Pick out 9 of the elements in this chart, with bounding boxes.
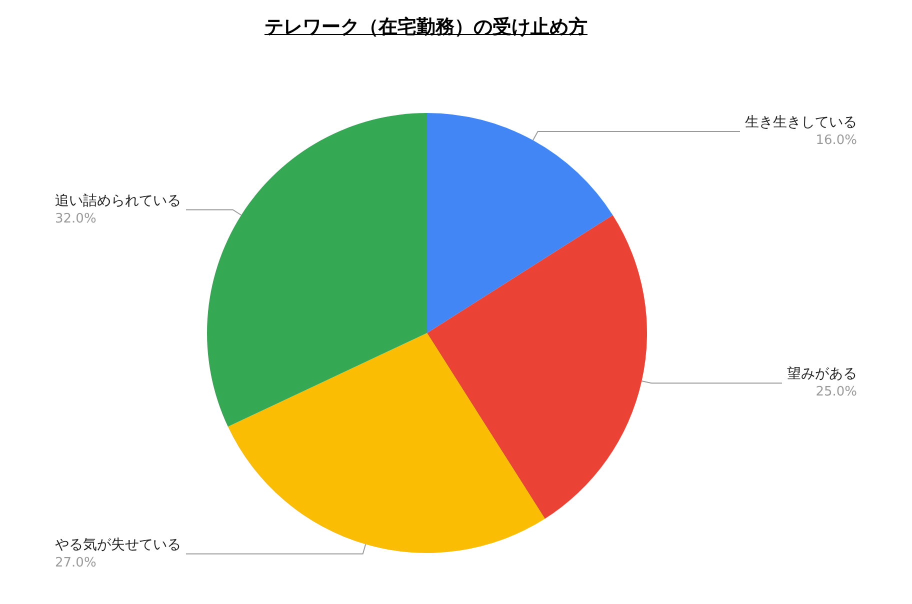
slice-label: 望みがある (787, 366, 857, 382)
data-label: 25.0% (816, 384, 857, 400)
slice-label: 生き生きしている (745, 114, 857, 130)
chart-title: テレワーク（在宅勤務）の受け止め方 (264, 15, 588, 40)
data-label: 16.0% (816, 132, 857, 148)
slice-label: やる気が失せている (55, 536, 181, 553)
slice-label: 追い詰められている (55, 192, 181, 209)
data-label: 27.0% (55, 555, 96, 570)
data-label: 32.0% (55, 211, 96, 226)
